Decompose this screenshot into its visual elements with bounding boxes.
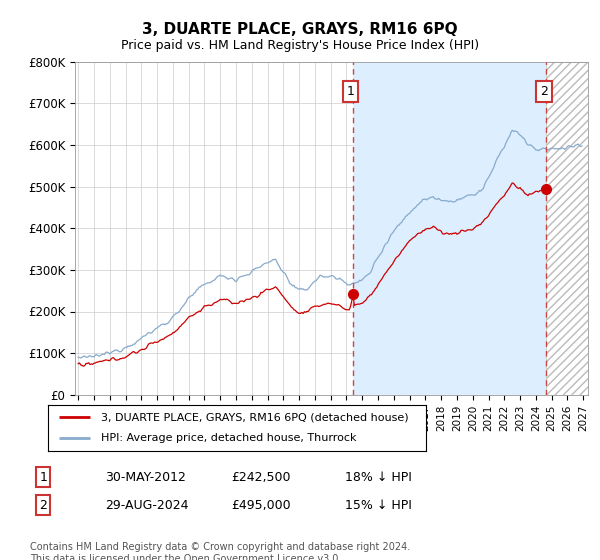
Text: 1: 1	[347, 85, 355, 98]
Text: £242,500: £242,500	[231, 470, 290, 484]
Text: HPI: Average price, detached house, Thurrock: HPI: Average price, detached house, Thur…	[101, 433, 356, 444]
Bar	[547, 62, 588, 395]
Text: Price paid vs. HM Land Registry's House Price Index (HPI): Price paid vs. HM Land Registry's House …	[121, 39, 479, 52]
Text: 3, DUARTE PLACE, GRAYS, RM16 6PQ: 3, DUARTE PLACE, GRAYS, RM16 6PQ	[142, 22, 458, 38]
Text: 29-AUG-2024: 29-AUG-2024	[105, 498, 188, 512]
Text: 2: 2	[540, 85, 548, 98]
Text: 18% ↓ HPI: 18% ↓ HPI	[345, 470, 412, 484]
Text: 30-MAY-2012: 30-MAY-2012	[105, 470, 186, 484]
Text: 1: 1	[39, 470, 47, 484]
Text: 15% ↓ HPI: 15% ↓ HPI	[345, 498, 412, 512]
Text: £495,000: £495,000	[231, 498, 290, 512]
Text: 2: 2	[39, 498, 47, 512]
Bar	[353, 62, 547, 395]
Text: 3, DUARTE PLACE, GRAYS, RM16 6PQ (detached house): 3, DUARTE PLACE, GRAYS, RM16 6PQ (detach…	[101, 412, 409, 422]
Text: Contains HM Land Registry data © Crown copyright and database right 2024.
This d: Contains HM Land Registry data © Crown c…	[30, 542, 410, 560]
